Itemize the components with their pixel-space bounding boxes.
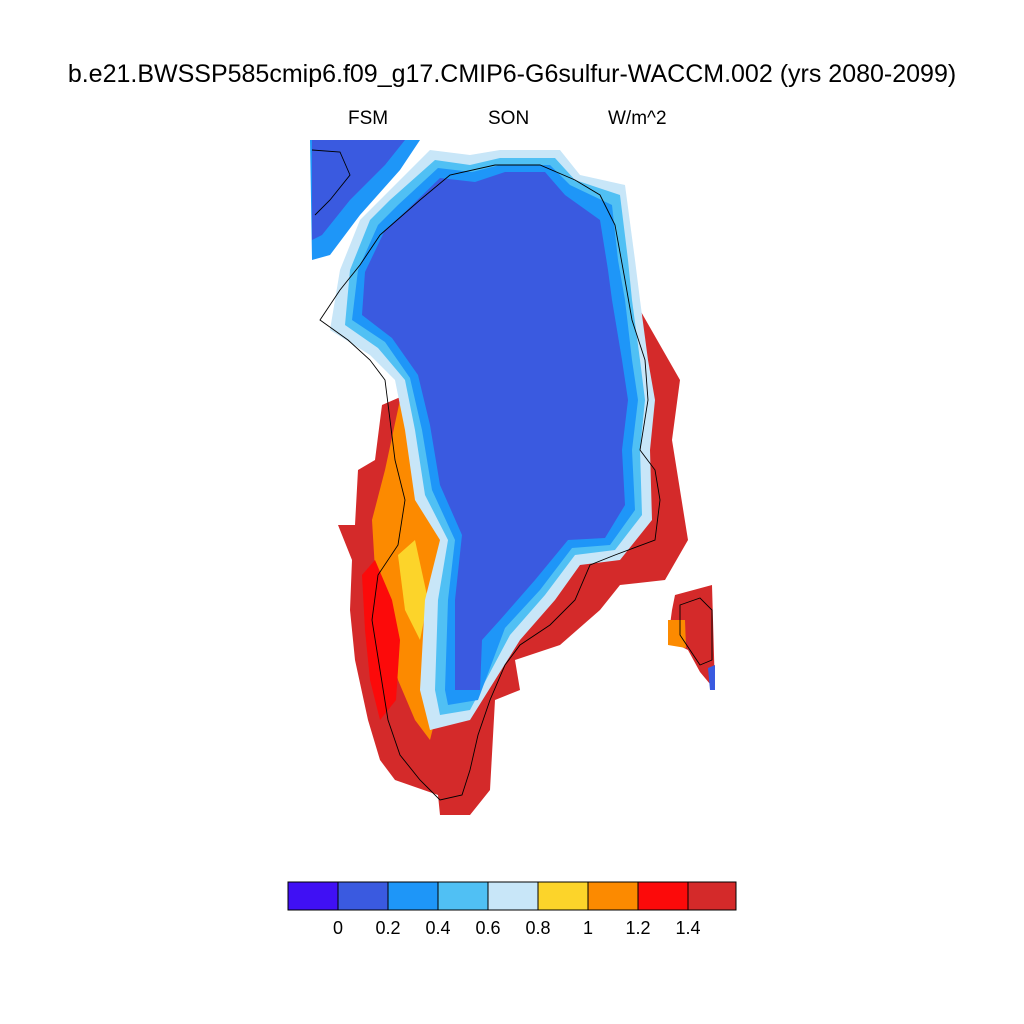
colorbar-label-0: 0 xyxy=(332,918,344,938)
colorbar-label-7: 1.4 xyxy=(675,918,701,938)
ellesmere-coastline xyxy=(311,149,351,216)
season-label: SON xyxy=(488,108,530,129)
colorbar-box-3 xyxy=(437,881,489,911)
coastal-band-warm xyxy=(362,560,400,720)
colorbar-box-8 xyxy=(687,881,737,911)
iceland-edge xyxy=(668,620,686,648)
northwest-island-interior xyxy=(312,140,405,240)
iceland-coastline xyxy=(679,597,713,666)
colorbar-label-1: 0.2 xyxy=(375,918,401,938)
colorbar-box-4 xyxy=(487,881,539,911)
plot-title: b.e21.BWSSP585cmip6.f09_g17.CMIP6-G6sulf… xyxy=(67,60,957,88)
greenland-field xyxy=(310,140,715,815)
colorbar-box-0 xyxy=(287,881,339,911)
colorbar xyxy=(287,881,737,911)
variable-label: FSM xyxy=(348,108,389,129)
colorbar-label-2: 0.4 xyxy=(425,918,451,938)
greenland-coastline xyxy=(319,164,661,801)
coastal-band-yellow xyxy=(398,540,428,640)
ice-sheet-interior xyxy=(362,172,628,690)
units-label: W/m^2 xyxy=(608,108,667,129)
colorbar-label-5: 1 xyxy=(582,918,594,938)
colorbar-box-1 xyxy=(337,881,389,911)
colorbar-box-6 xyxy=(587,881,639,911)
colorbar-label-4: 0.8 xyxy=(525,918,551,938)
iceland-blue xyxy=(708,665,715,690)
colorbar-box-5 xyxy=(537,881,589,911)
colorbar-label-6: 1.2 xyxy=(625,918,651,938)
colorbar-box-2 xyxy=(387,881,439,911)
colorbar-label-3: 0.6 xyxy=(475,918,501,938)
colorbar-box-7 xyxy=(637,881,689,911)
